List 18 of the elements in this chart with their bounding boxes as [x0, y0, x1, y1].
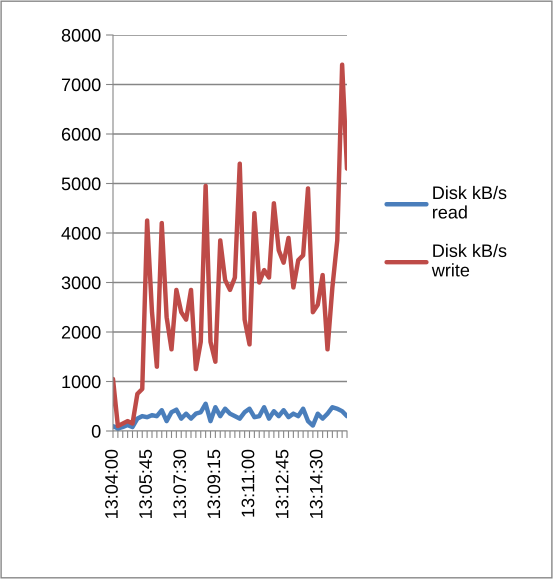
x-tick-label: 13:05:45	[139, 450, 152, 518]
y-tick-label: 7000	[62, 78, 100, 92]
y-tick-label: 4000	[61, 226, 100, 240]
x-tick-label: 13:12:45	[276, 450, 288, 518]
y-tick-label: 6000	[62, 128, 100, 141]
legend-label: Disk kB/s read	[432, 186, 506, 219]
x-tick-label: 13:07:30	[173, 450, 186, 518]
y-tick-label: 0	[92, 424, 100, 438]
legend-label: Disk kB/s write	[432, 244, 506, 277]
y-tick-label: 1000	[62, 375, 100, 388]
y-tick-label: 8000	[62, 28, 100, 42]
x-tick-label: 13:14:30	[310, 450, 323, 518]
y-tick-label: 3000	[62, 276, 100, 290]
y-tick-label: 5000	[62, 177, 100, 190]
y-tick-label: 2000	[62, 326, 100, 339]
x-tick-label: 13:11:00	[242, 450, 254, 517]
x-tick-label: 13:09:15	[207, 450, 220, 518]
x-tick-label: 13:04:00	[105, 450, 118, 518]
